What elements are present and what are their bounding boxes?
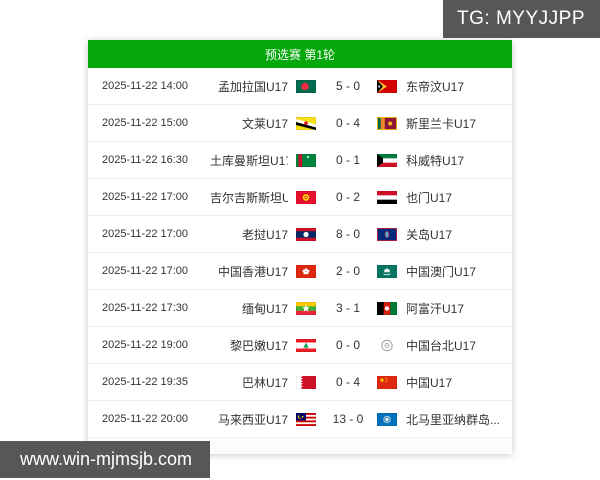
- flag-china-icon: [377, 375, 397, 389]
- flag-kuwait-icon: [377, 153, 397, 167]
- match-score: 8 - 0: [335, 227, 360, 241]
- home-team-name: 老挝U17: [241, 227, 288, 242]
- match-score: 0 - 4: [335, 375, 360, 389]
- flag-guam-icon: [377, 227, 397, 241]
- flag-chinese-taipei-icon: [377, 339, 397, 352]
- flag-afghanistan-icon: [377, 301, 397, 315]
- telegram-contact-label: TG: MYYJJPP: [457, 8, 585, 29]
- away-team-name: 阿富汗U17: [406, 301, 465, 316]
- match-score: 0 - 2: [335, 190, 360, 204]
- flag-laos-icon: [296, 227, 316, 241]
- home-team-name: 巴林U17: [241, 375, 288, 390]
- away-team-name: 中国U17: [406, 375, 453, 390]
- flag-malaysia-icon: [296, 412, 316, 426]
- match-score: 13 - 0: [332, 412, 364, 426]
- match-row[interactable]: 2025-11-22 16:30 土库曼斯坦U17 0 - 1 科威特U17: [88, 142, 512, 179]
- match-score: 5 - 0: [335, 79, 360, 93]
- match-row[interactable]: 2025-11-22 17:00 老挝U17 8 - 0 关岛U17: [88, 216, 512, 253]
- away-team-name: 中国台北U17: [406, 338, 477, 353]
- match-row[interactable]: 2025-11-22 19:35 巴林U17 0 - 4 中国U17: [88, 364, 512, 401]
- away-team-name: 北马里亚纳群岛...: [406, 412, 501, 427]
- round-header: 预选赛 第1轮: [88, 40, 512, 68]
- home-team-name: 中国香港U17: [217, 264, 288, 279]
- away-team-name: 斯里兰卡U17: [406, 116, 477, 131]
- home-team-name: 土库曼斯坦U17: [210, 153, 288, 168]
- flag-lebanon-icon: [296, 338, 316, 352]
- flag-bangladesh-icon: [296, 79, 316, 93]
- match-datetime: 2025-11-22 17:00: [102, 228, 189, 240]
- telegram-contact-badge: TG: MYYJJPP: [443, 0, 600, 38]
- match-score: 0 - 0: [335, 338, 360, 352]
- flag-n-mariana-icon: [377, 412, 397, 426]
- match-datetime: 2025-11-22 17:00: [102, 191, 189, 203]
- flag-turkmenistan-icon: [296, 153, 316, 167]
- match-row[interactable]: 2025-11-22 17:30 缅甸U17 3 - 1 阿富汗U17: [88, 290, 512, 327]
- home-team-name: 黎巴嫩U17: [229, 338, 288, 353]
- flag-bahrain-icon: [296, 375, 316, 389]
- match-datetime: 2025-11-22 17:30: [102, 302, 189, 314]
- away-team-name: 也门U17: [406, 190, 453, 205]
- away-team-name: 关岛U17: [406, 227, 453, 242]
- match-score: 2 - 0: [335, 264, 360, 278]
- round-header-label: 预选赛 第1轮: [264, 47, 335, 62]
- flag-sri-lanka-icon: [377, 116, 397, 130]
- away-team-name: 中国澳门U17: [406, 264, 477, 279]
- match-list: 2025-11-22 14:00 孟加拉国U17 5 - 0 东帝汶U17 20…: [88, 68, 512, 438]
- match-datetime: 2025-11-22 19:00: [102, 339, 189, 351]
- flag-brunei-icon: [296, 116, 316, 130]
- match-datetime: 2025-11-22 20:00: [102, 413, 189, 425]
- website-url-badge: www.win-mjmsjb.com: [0, 441, 211, 478]
- flag-hong-kong-icon: [296, 264, 316, 278]
- match-datetime: 2025-11-22 15:00: [102, 117, 189, 129]
- flag-east-timor-icon: [377, 79, 397, 93]
- home-team-name: 缅甸U17: [241, 301, 288, 316]
- away-team-name: 东帝汶U17: [406, 79, 465, 94]
- match-datetime: 2025-11-22 17:00: [102, 265, 189, 277]
- match-row[interactable]: 2025-11-22 19:00 黎巴嫩U17 0 - 0 中国台北U17: [88, 327, 512, 364]
- match-results-card: 预选赛 第1轮 2025-11-22 14:00 孟加拉国U17 5 - 0 东…: [88, 40, 512, 454]
- match-datetime: 2025-11-22 14:00: [102, 80, 189, 92]
- match-row[interactable]: 2025-11-22 17:00 吉尔吉斯斯坦U17 0 - 2 也门U17: [88, 179, 512, 216]
- home-team-name: 马来西亚U17: [217, 412, 288, 427]
- match-row[interactable]: 2025-11-22 20:00 马来西亚U17 13 - 0 北马里亚纳群岛.…: [88, 401, 512, 438]
- match-datetime: 2025-11-22 16:30: [102, 154, 189, 166]
- flag-macau-icon: [377, 264, 397, 278]
- home-team-name: 文莱U17: [241, 116, 288, 131]
- flag-kyrgyzstan-icon: [296, 190, 316, 204]
- website-url-label: www.win-mjmsjb.com: [20, 449, 193, 469]
- match-row[interactable]: 2025-11-22 14:00 孟加拉国U17 5 - 0 东帝汶U17: [88, 68, 512, 105]
- match-row[interactable]: 2025-11-22 15:00 文莱U17 0 - 4 斯里兰卡U17: [88, 105, 512, 142]
- match-datetime: 2025-11-22 19:35: [102, 376, 189, 388]
- match-score: 0 - 4: [335, 116, 360, 130]
- flag-myanmar-icon: [296, 301, 316, 315]
- match-score: 0 - 1: [335, 153, 360, 167]
- match-score: 3 - 1: [335, 301, 360, 315]
- flag-yemen-icon: [377, 190, 397, 204]
- home-team-name: 孟加拉国U17: [217, 79, 288, 94]
- home-team-name: 吉尔吉斯斯坦U17: [210, 190, 288, 205]
- match-row[interactable]: 2025-11-22 17:00 中国香港U17 2 - 0 中国澳门U17: [88, 253, 512, 290]
- away-team-name: 科威特U17: [406, 153, 465, 168]
